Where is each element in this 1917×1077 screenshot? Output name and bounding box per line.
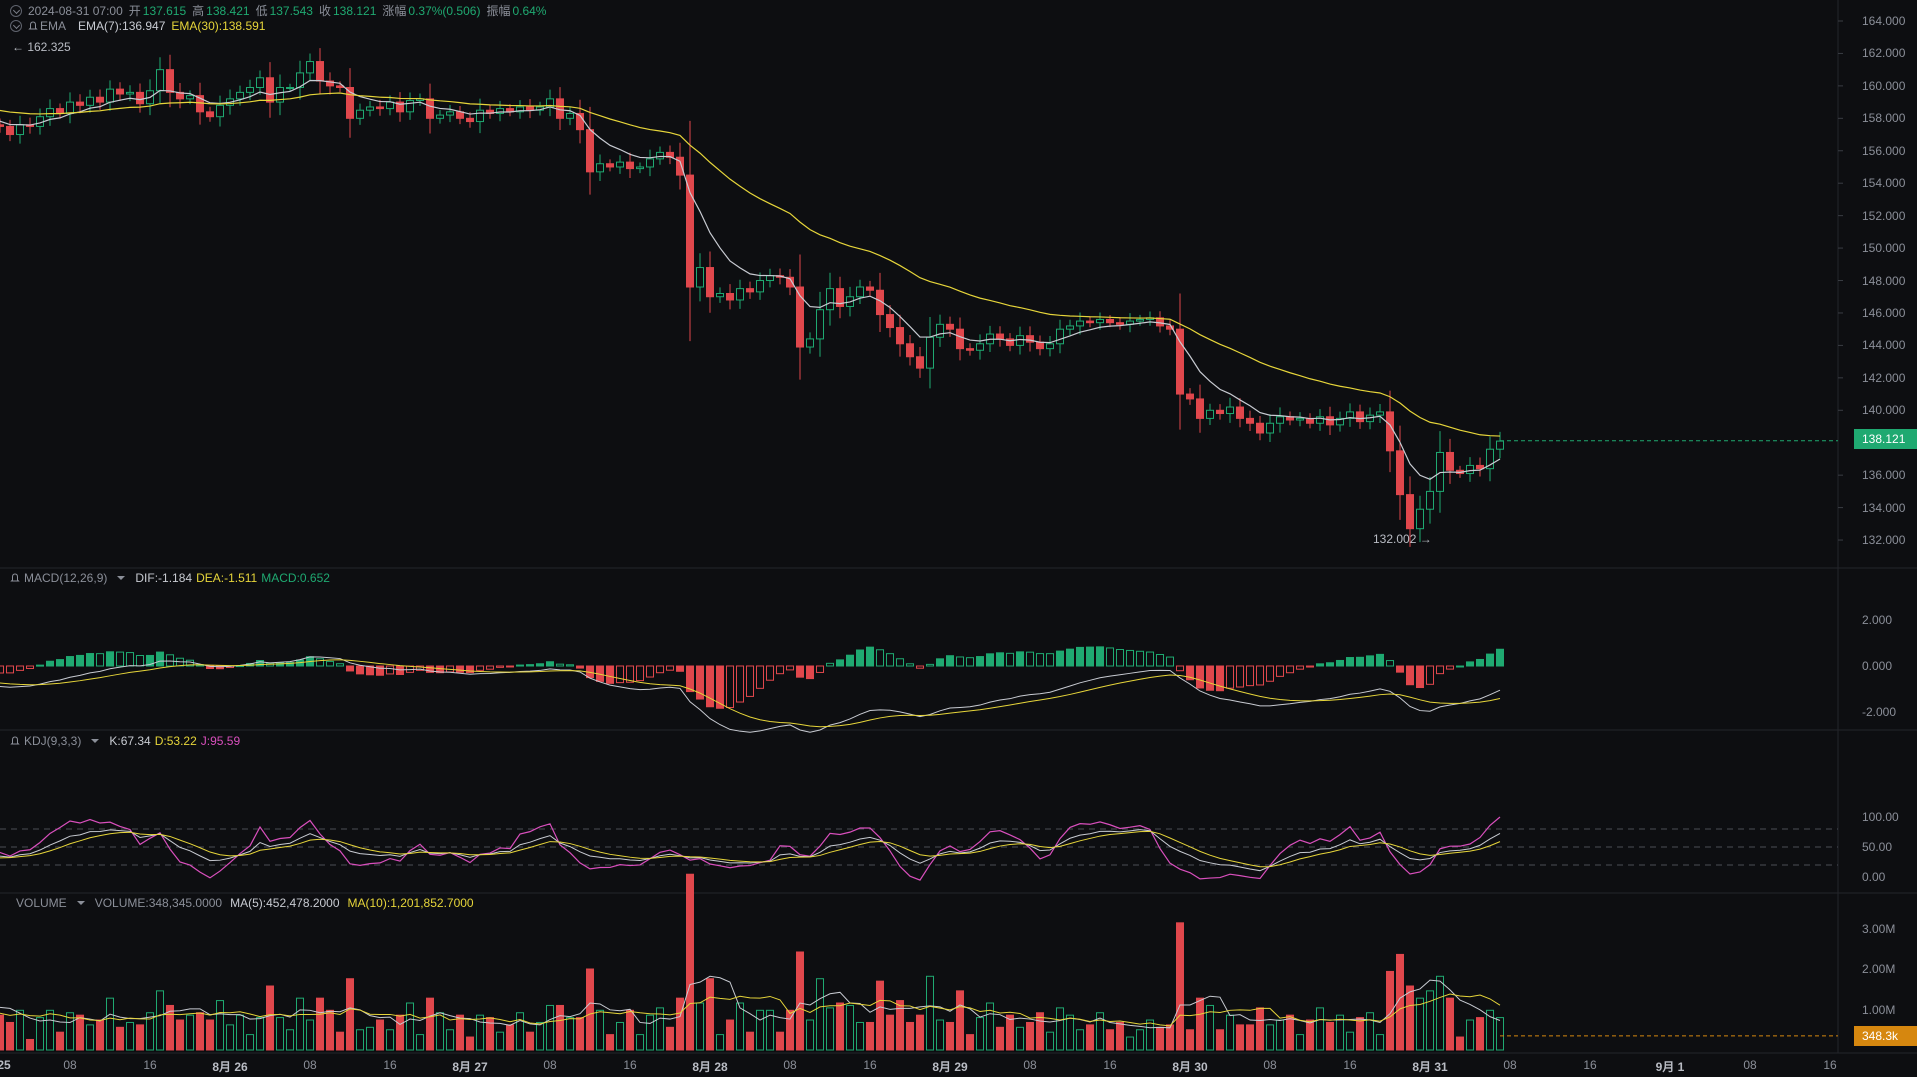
kdj-name[interactable]: KDJ(9,3,3) bbox=[24, 734, 82, 748]
time-tick: 16 bbox=[1343, 1058, 1357, 1072]
macd-dif-value: DIF:-1.184 bbox=[135, 571, 193, 585]
kdj-d-value: D:53.22 bbox=[154, 734, 197, 748]
price-tick: 164.000 bbox=[1862, 14, 1906, 28]
kdj-header: KDJ(9,3,3) K:67.34 D:53.22 J:95.59 bbox=[10, 734, 240, 748]
time-tick: 08 bbox=[1743, 1058, 1757, 1072]
kdj-tick: 100.00 bbox=[1862, 810, 1899, 824]
volume-tick: 2.00M bbox=[1862, 962, 1896, 976]
amplitude-value: 0.64% bbox=[512, 3, 547, 18]
time-tick: 16 bbox=[863, 1058, 877, 1072]
candle-time: 2024-08-31 07:00 bbox=[28, 3, 123, 18]
volume-ma10-value: MA(10):1,201,852.7000 bbox=[347, 896, 474, 910]
volume-header: VOLUME VOLUME:348,345.0000 MA(5):452,478… bbox=[16, 896, 474, 910]
time-tick: 8月 26 bbox=[212, 1060, 248, 1074]
chevron-down-icon[interactable] bbox=[117, 576, 126, 580]
time-tick: 8月 29 bbox=[932, 1060, 968, 1074]
ema7-value: EMA(7):136.947 bbox=[78, 19, 166, 33]
macd-dea-value: DEA:-1.511 bbox=[196, 571, 258, 585]
time-tick: 08 bbox=[1503, 1058, 1517, 1072]
last-volume-tag: 348.3k bbox=[1854, 1026, 1917, 1046]
low-price-marker: 132.002 → bbox=[1373, 532, 1432, 546]
time-tick: 8月 30 bbox=[1172, 1060, 1208, 1074]
ohlc-header: 2024-08-31 07:00 开 137.615 高 138.421 低 137.… bbox=[10, 2, 546, 19]
collapse-toggle-icon[interactable] bbox=[10, 4, 22, 17]
time-tick: 08 bbox=[783, 1058, 797, 1072]
high-label: 高 bbox=[192, 4, 205, 18]
close-value: 138.121 bbox=[332, 3, 377, 18]
macd-tick: 0.000 bbox=[1862, 659, 1893, 673]
low-value: 137.543 bbox=[269, 3, 313, 18]
volume-tick: 3.00M bbox=[1862, 921, 1896, 936]
price-tick: 154.000 bbox=[1862, 176, 1906, 191]
time-tick: 16 bbox=[143, 1058, 157, 1072]
time-tick: 16 bbox=[1103, 1058, 1117, 1072]
open-label: 开 bbox=[128, 4, 141, 18]
volume-tick: 1.00M bbox=[1862, 1002, 1896, 1017]
price-tick: 160.000 bbox=[1862, 78, 1906, 93]
price-tick: 140.000 bbox=[1862, 403, 1906, 418]
bell-icon[interactable] bbox=[10, 736, 20, 746]
ema-name: EMA bbox=[40, 19, 67, 33]
kdj-tick: 50.00 bbox=[1862, 840, 1893, 854]
time-tick: 8月 28 bbox=[692, 1060, 728, 1074]
macd-hist-value: MACD:0.652 bbox=[261, 571, 330, 585]
collapse-toggle-icon[interactable] bbox=[10, 20, 22, 32]
low-label: 低 bbox=[255, 4, 268, 18]
macd-header: MACD(12,26,9) DIF:-1.184 DEA:-1.511 MACD… bbox=[10, 571, 330, 585]
macd-tick: 2.000 bbox=[1862, 613, 1893, 627]
chevron-down-icon[interactable] bbox=[91, 739, 100, 743]
last-price-tag: 138.121 bbox=[1854, 429, 1917, 449]
close-label: 收 bbox=[318, 4, 331, 18]
price-tick: 136.000 bbox=[1862, 468, 1906, 483]
ema-header: EMA EMA(7):136.947 EMA(30):138.591 bbox=[10, 19, 265, 33]
price-tick: 150.000 bbox=[1862, 241, 1906, 256]
chevron-down-icon[interactable] bbox=[76, 901, 85, 905]
high-value: 138.421 bbox=[206, 3, 250, 18]
change-label: 涨幅 bbox=[382, 4, 407, 18]
ema30-value: EMA(30):138.591 bbox=[171, 19, 266, 33]
bell-icon[interactable] bbox=[28, 21, 38, 31]
amplitude-label: 振幅 bbox=[486, 4, 511, 18]
time-tick: 08 bbox=[543, 1058, 557, 1072]
price-tick: 162.000 bbox=[1862, 46, 1906, 61]
time-tick: 16 bbox=[383, 1058, 397, 1072]
kdj-tick: 0.00 bbox=[1862, 870, 1886, 884]
time-tick: 8月 27 bbox=[452, 1060, 488, 1074]
volume-name[interactable]: VOLUME bbox=[16, 896, 67, 910]
time-tick: 16 bbox=[623, 1058, 637, 1072]
price-tick: 132.000 bbox=[1862, 533, 1906, 548]
price-tick: 158.000 bbox=[1862, 111, 1906, 126]
open-value: 137.615 bbox=[142, 3, 187, 18]
price-tick: 156.000 bbox=[1862, 143, 1906, 158]
time-tick: 08 bbox=[63, 1058, 77, 1072]
time-tick: 08 bbox=[1263, 1058, 1277, 1072]
volume-value: VOLUME:348,345.0000 bbox=[94, 896, 223, 910]
macd-tick: -2.000 bbox=[1862, 705, 1897, 719]
volume-ma5-value: MA(5):452,478.2000 bbox=[230, 896, 340, 910]
price-tick: 134.000 bbox=[1862, 500, 1906, 515]
time-tick: 8月 31 bbox=[1412, 1060, 1448, 1074]
price-tick: 144.000 bbox=[1862, 338, 1906, 353]
time-tick: 25 bbox=[0, 1058, 11, 1072]
kdj-j-value: J:95.59 bbox=[200, 734, 241, 748]
ema-indicator-button[interactable]: EMA bbox=[28, 19, 66, 33]
bell-icon[interactable] bbox=[10, 573, 20, 583]
time-tick: 08 bbox=[303, 1058, 317, 1072]
price-tick: 146.000 bbox=[1862, 305, 1906, 320]
price-tick: 142.000 bbox=[1862, 370, 1906, 385]
price-tick: 148.000 bbox=[1862, 273, 1906, 288]
change-value: 0.37%(0.506) bbox=[408, 3, 481, 18]
time-tick: 16 bbox=[1583, 1058, 1597, 1072]
time-tick: 08 bbox=[1023, 1058, 1037, 1072]
macd-name[interactable]: MACD(12,26,9) bbox=[24, 571, 108, 585]
time-tick: 16 bbox=[1823, 1058, 1837, 1072]
time-tick: 9月 1 bbox=[1655, 1060, 1685, 1074]
kdj-k-value: K:67.34 bbox=[109, 734, 151, 748]
price-tick: 152.000 bbox=[1862, 208, 1906, 223]
high-price-marker: ← 162.325 bbox=[12, 40, 71, 54]
